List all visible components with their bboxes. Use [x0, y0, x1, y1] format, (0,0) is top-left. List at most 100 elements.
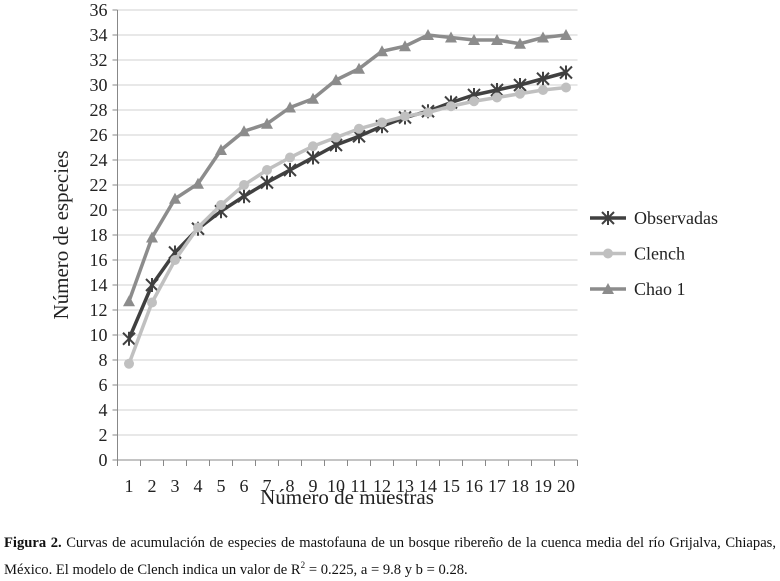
y-tick-label: 14 [90, 275, 108, 295]
marker [491, 34, 503, 45]
series-line [127, 33, 567, 302]
marker [601, 211, 615, 225]
marker [146, 231, 158, 243]
marker [216, 200, 226, 210]
x-tick-label: 1 [125, 476, 134, 496]
caption-superscript: 2 [300, 560, 306, 570]
x-tick-label: 8 [286, 476, 295, 496]
marker [123, 295, 135, 307]
marker [423, 107, 433, 118]
y-tick-label: 16 [90, 250, 108, 270]
legend-label: Observadas [634, 208, 718, 228]
caption-text: = 0.225, a = 9.8 y b = 0.28. [305, 561, 468, 578]
x-tick-label: 3 [171, 476, 180, 496]
caption-text: Curvas de acumulación de especies de mas… [4, 535, 776, 578]
marker [331, 132, 341, 143]
series-line [127, 70, 567, 340]
y-tick-label: 4 [99, 400, 108, 420]
marker [124, 358, 134, 369]
x-tick-label: 19 [534, 476, 552, 496]
marker [307, 92, 319, 104]
marker [377, 117, 387, 128]
marker [446, 101, 456, 112]
marker [262, 165, 272, 175]
marker [238, 125, 250, 137]
marker [261, 117, 273, 129]
y-tick-label: 8 [99, 350, 108, 370]
y-tick-label: 18 [90, 225, 108, 245]
marker [602, 283, 614, 294]
marker [492, 92, 502, 103]
y-tick-label: 28 [90, 100, 108, 120]
x-tick-label: 5 [217, 476, 226, 496]
marker [603, 248, 613, 259]
y-tick-label: 0 [99, 450, 108, 470]
marker [422, 29, 434, 40]
y-tick-label: 20 [90, 200, 108, 220]
marker [170, 255, 180, 265]
marker [306, 150, 320, 165]
marker [514, 37, 526, 49]
marker [169, 192, 181, 204]
y-tick-label: 26 [90, 125, 108, 145]
marker [239, 180, 249, 190]
marker [515, 88, 525, 99]
marker [561, 82, 571, 93]
marker [468, 34, 480, 45]
legend-label: Clench [634, 244, 685, 264]
y-tick-label: 36 [90, 0, 108, 20]
x-tick-label: 15 [442, 476, 460, 496]
x-tick-label: 4 [194, 476, 203, 496]
chart: Número de muestras Número de especies 0 2… [49, 0, 718, 509]
marker [353, 62, 365, 74]
marker [285, 152, 295, 163]
caption: Figura 2. Curvas de acumulación de espec… [4, 532, 776, 581]
y-tick-label: 24 [90, 150, 108, 170]
x-tick-label: 20 [557, 476, 575, 496]
y-tick-label: 30 [90, 75, 108, 95]
x-tick-label: 16 [465, 476, 483, 496]
marker [193, 222, 203, 233]
marker [445, 31, 457, 43]
marker [145, 278, 159, 292]
marker [399, 40, 411, 52]
marker [237, 189, 251, 204]
marker [192, 177, 204, 189]
x-tick-label: 9 [309, 476, 318, 496]
y-tick-label: 6 [99, 375, 108, 395]
marker [283, 163, 297, 177]
x-tick-label: 12 [373, 476, 391, 496]
marker [376, 45, 388, 57]
x-tick-label: 13 [396, 476, 414, 496]
x-tick-label: 17 [488, 476, 506, 496]
y-tick-label: 10 [90, 325, 108, 345]
y-tick-label: 22 [90, 175, 108, 195]
y-tick-label: 2 [99, 425, 108, 445]
x-tick-label: 18 [511, 476, 529, 496]
x-axis-label: Número de muestras [260, 485, 434, 509]
marker [469, 96, 479, 107]
marker [400, 111, 410, 122]
marker [215, 144, 227, 155]
x-tick-label: 2 [148, 476, 157, 496]
marker [538, 85, 548, 95]
y-tick-label: 12 [90, 300, 108, 320]
x-tick-label: 6 [240, 476, 249, 496]
marker [537, 31, 549, 43]
marker [260, 175, 274, 190]
marker [122, 331, 136, 346]
y-tick-label: 32 [90, 50, 108, 70]
marker [536, 71, 550, 86]
marker [147, 297, 157, 308]
caption-label: Figura 2. [4, 535, 62, 551]
marker [308, 141, 318, 152]
y-tick-label: 34 [90, 25, 108, 45]
marker [330, 74, 342, 85]
marker [354, 123, 364, 134]
marker [559, 65, 573, 80]
legend-label: Chao 1 [634, 279, 686, 299]
marker [560, 29, 572, 40]
x-tick-label: 11 [350, 476, 367, 496]
x-tick-label: 7 [263, 476, 272, 496]
